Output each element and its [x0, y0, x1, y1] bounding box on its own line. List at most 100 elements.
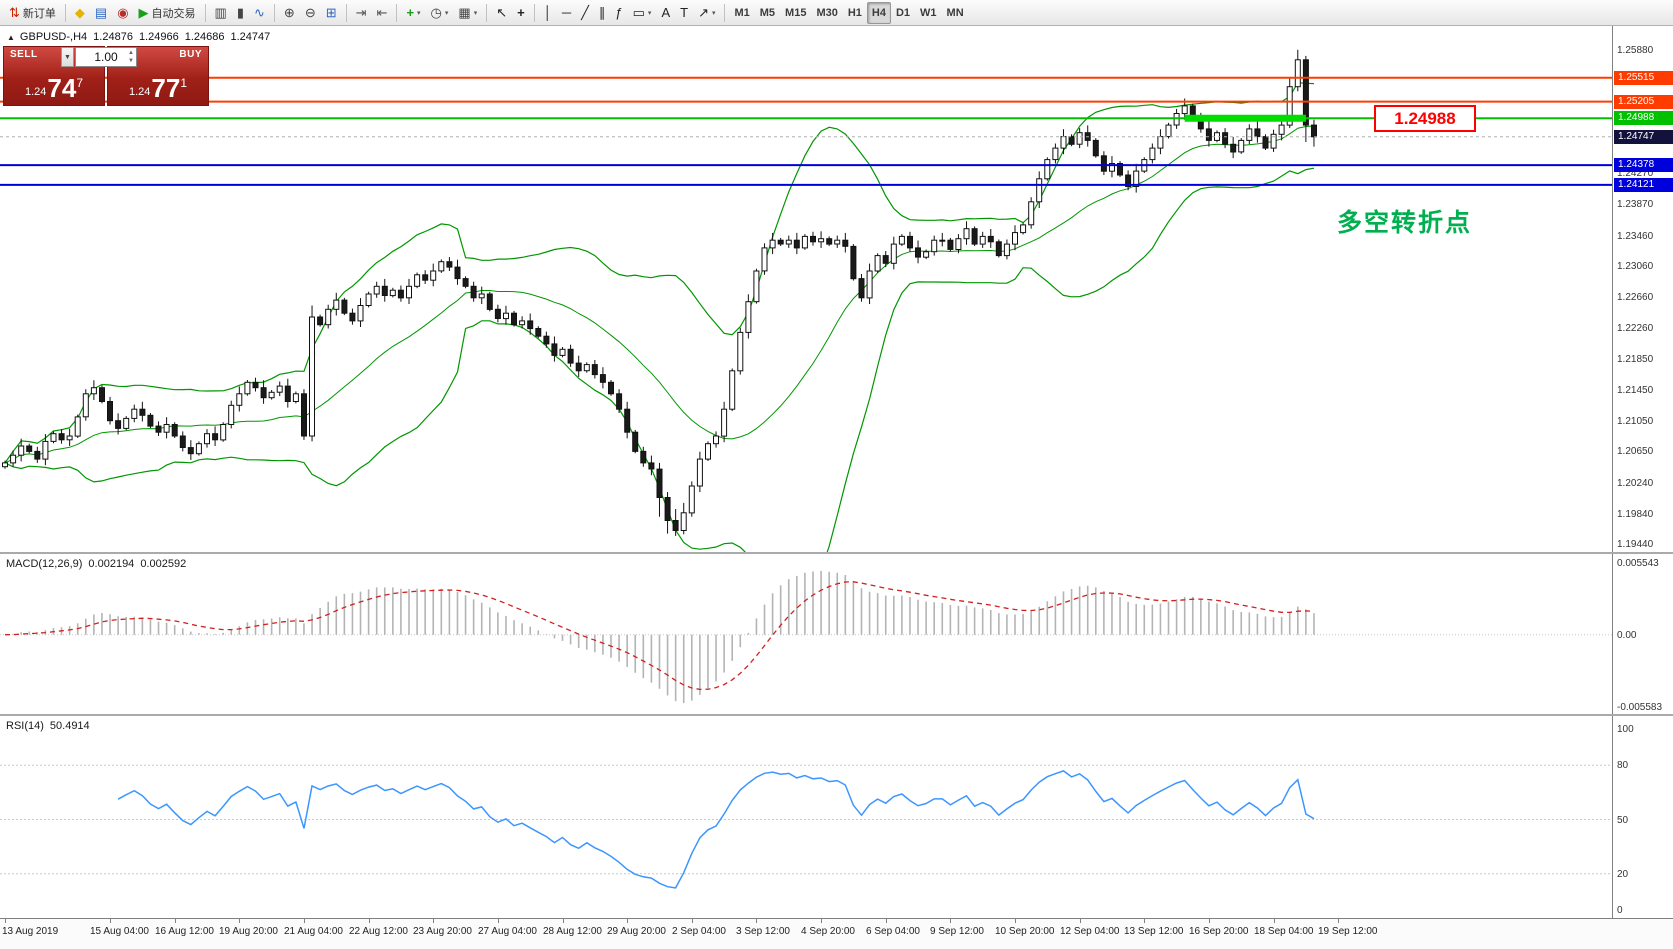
time-label: 29 Aug 20:00 [607, 926, 666, 937]
rsi-chart-svg [0, 764, 1612, 889]
toolbar-separator [273, 3, 275, 22]
chevron-down-icon: ▾ [647, 9, 652, 17]
axis-price-label: 1.20650 [1617, 446, 1654, 457]
toolbar-separator [396, 3, 398, 22]
metaeditor-icon: ◆ [74, 5, 85, 20]
timeframe-mn-button-label: MN [946, 6, 964, 19]
toolbar-group: ↖ + [491, 2, 530, 24]
axis-price-label: 1.20240 [1617, 478, 1654, 489]
tile-windows-button[interactable]: ⊞ [321, 2, 342, 24]
toolbar-separator [486, 3, 488, 22]
timeframe-w1-button[interactable]: W1 [915, 2, 942, 24]
ohlc-close: 1.24747 [230, 31, 271, 43]
timeframe-m15-button[interactable]: M15 [780, 2, 811, 24]
candlestick-chart-button[interactable]: ▮ [232, 2, 249, 24]
time-tick [1015, 919, 1016, 923]
volume-input[interactable]: 1.00 ▲ ▼ [75, 47, 137, 67]
horizontal-line-button[interactable]: ─ [557, 2, 576, 24]
time-tick [1209, 919, 1210, 923]
time-tick [692, 919, 693, 923]
timeframe-h1-button[interactable]: H1 [843, 2, 867, 24]
time-label: 13 Sep 12:00 [1124, 926, 1184, 937]
data-window-button[interactable]: ▤ [90, 2, 112, 24]
macd-value-signal: 0.002592 [140, 558, 187, 570]
timeframe-m5-button[interactable]: M5 [755, 2, 780, 24]
sell-price-sup: 7 [76, 76, 84, 90]
chinese-note-text[interactable]: 多空转折点 [1337, 209, 1473, 237]
axis-price-label: 1.23060 [1617, 261, 1654, 272]
time-label: 28 Aug 12:00 [543, 926, 602, 937]
rsi-line [117, 770, 1315, 889]
time-tick [886, 919, 887, 923]
toolbar-group: ⇅ 新订单 [4, 2, 61, 24]
rsi-title: RSI(14) 50.4914 [6, 720, 96, 732]
templates-icon: ▦ [458, 5, 471, 20]
toolbar-group: M1 M5 M15 M30 H1 H4 D1 W1 MN [729, 1, 969, 24]
timeframe-d1-button[interactable]: D1 [891, 2, 915, 24]
symbol-period-label: GBPUSD-,H4 [19, 31, 88, 43]
new-order-icon: ⇅ [9, 5, 20, 20]
timeframe-m1-button[interactable]: M1 [729, 2, 754, 24]
panel-resize-handle[interactable] [0, 552, 1673, 554]
auto-scroll-button[interactable]: ⇥ [351, 2, 372, 24]
autotrading-button[interactable]: ▶ 自动交易 [134, 2, 201, 24]
bollinger-middle-band [4, 125, 1315, 464]
timeframe-m15-button-label: M15 [785, 6, 807, 19]
time-label: 16 Sep 20:00 [1189, 926, 1249, 937]
toolbar-separator [533, 3, 535, 22]
periods-button[interactable]: ◷ ▾ [426, 2, 454, 24]
volume-spinner[interactable]: ▲ ▼ [128, 50, 134, 64]
metaeditor-button[interactable]: ◆ [70, 2, 90, 24]
time-tick [1338, 919, 1339, 923]
main-chart-plot[interactable] [0, 26, 1612, 552]
arrows-button[interactable]: ↗ ▾ [693, 2, 720, 24]
timeframe-m5-button-label: M5 [759, 6, 776, 19]
volume-dropdown-button[interactable]: ▼ [61, 47, 74, 67]
time-axis[interactable]: 13 Aug 2019 15 Aug 04:00 16 Aug 12:00 19 Au… [0, 919, 1673, 949]
timeframe-h4-button[interactable]: H4 [866, 1, 891, 24]
one-click-trading-panel: SELL 1.24 74 7 BUY 1.24 77 1 ▼ 1.00 ▲ ▼ [3, 46, 209, 106]
line-chart-icon: ∿ [254, 5, 265, 20]
time-tick [627, 919, 628, 923]
bar-chart-button[interactable]: ▥ [210, 2, 232, 24]
bid-price-badge: 1.24747 [1614, 130, 1673, 144]
news-button[interactable]: ◉ [112, 2, 133, 24]
autotrading-icon: ▶ [138, 5, 149, 20]
text-label-button[interactable]: T [675, 2, 693, 24]
shapes-button[interactable]: ▭ ▾ [628, 2, 657, 24]
channel-button[interactable]: ∥ [594, 2, 611, 24]
vertical-line-button[interactable]: │ [539, 2, 557, 24]
trendline-button[interactable]: ╱ [576, 2, 594, 24]
macd-chart-svg [0, 570, 1612, 703]
zoom-out-button[interactable]: ⊖ [300, 2, 321, 24]
chart-shift-button[interactable]: ⇤ [372, 2, 393, 24]
new-order-button[interactable]: ⇅ 新订单 [4, 2, 61, 24]
price-annotation-box[interactable]: 1.24988 [1374, 105, 1476, 132]
ohlc-open: 1.24876 [93, 31, 133, 43]
candlestick-chart-icon: ▮ [236, 5, 244, 20]
timeframe-m30-button[interactable]: M30 [811, 2, 842, 24]
indicators-button[interactable]: + ▾ [401, 2, 425, 24]
text-button[interactable]: A [656, 2, 675, 24]
templates-button[interactable]: ▦ ▾ [453, 2, 482, 24]
toolbar-separator [64, 3, 66, 22]
collapse-trade-panel-icon[interactable]: ▲ [7, 33, 15, 42]
toolbar: ⇅ 新订单 ◆ ▤ ◉ ▶ 自动交易 ▥ ▮ ∿ ⊕ ⊖ ⊞ ⇥ ⇤ + ▾ ◷ ▾ ▦ ▾ ↖ + │ ─ ╱ ∥ ƒ ▭ ▾ A T ↗ ▾ M… [0, 0, 1673, 26]
chart-header: ▲ GBPUSD-,H4 1.24876 1.24966 1.24686 1.24747 [7, 31, 270, 43]
macd-axis-label: 0.00 [1617, 630, 1637, 641]
crosshair-button[interactable]: + [512, 2, 530, 24]
macd-axis-label: -0.005583 [1617, 702, 1663, 713]
rsi-axis-label: 20 [1617, 869, 1629, 880]
fibonacci-button[interactable]: ƒ [610, 2, 627, 24]
rsi-panel[interactable]: RSI(14) 50.4914 [0, 716, 1612, 918]
periods-icon: ◷ [430, 5, 442, 20]
buy-label: BUY [179, 49, 202, 60]
cursor-button[interactable]: ↖ [491, 2, 512, 24]
macd-panel[interactable]: MACD(12,26,9) 0.002194 0.002592 [0, 554, 1612, 714]
line-chart-button[interactable]: ∿ [249, 2, 270, 24]
chevron-down-icon: ▾ [444, 9, 449, 17]
price-scale[interactable]: 1.25880 1.24270 1.23870 1.23460 1.23060 1.226… [1612, 26, 1673, 918]
panel-resize-handle[interactable] [0, 714, 1673, 716]
zoom-in-button[interactable]: ⊕ [279, 2, 300, 24]
timeframe-mn-button[interactable]: MN [942, 2, 969, 24]
